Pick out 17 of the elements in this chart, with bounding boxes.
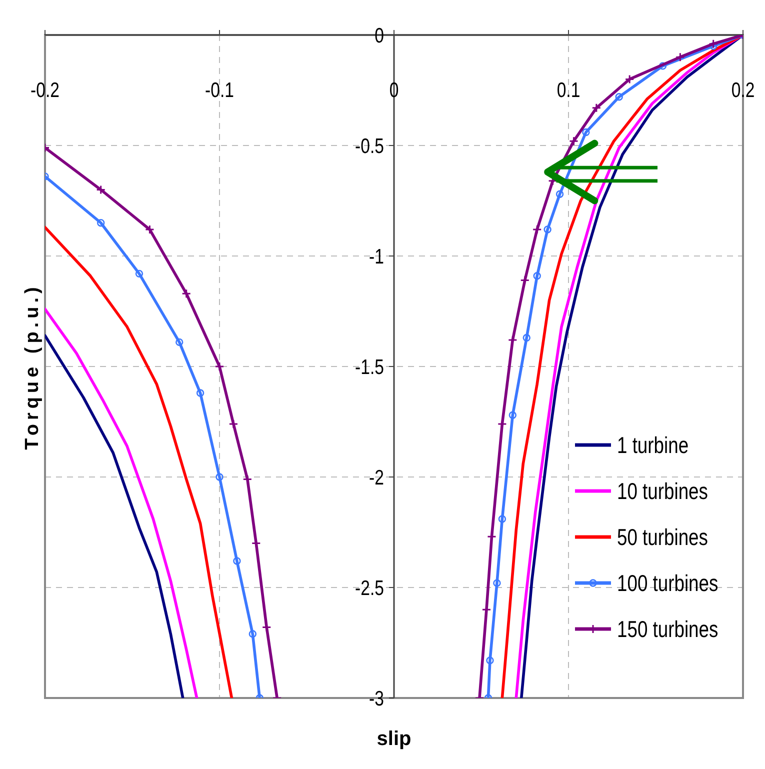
y-tick-label: -2 bbox=[369, 466, 384, 490]
y-tick-label: -0.5 bbox=[355, 135, 384, 158]
legend-label: 10 turbines bbox=[617, 479, 708, 505]
y-tick-label: -2.5 bbox=[355, 577, 384, 600]
x-axis-title: slip bbox=[376, 728, 412, 750]
legend-label: 150 turbines bbox=[617, 617, 718, 643]
x-tick-label: 0.1 bbox=[556, 79, 580, 103]
y-axis-title: Torque (p.u.) bbox=[22, 283, 43, 450]
x-tick-label: -0.1 bbox=[205, 79, 234, 103]
legend-label: 100 turbines bbox=[617, 571, 718, 597]
legend-label: 1 turbine bbox=[617, 433, 689, 459]
y-tick-label: -1 bbox=[369, 246, 384, 269]
y-tick-label: -1.5 bbox=[355, 356, 384, 380]
x-tick-label: -0.2 bbox=[30, 79, 60, 103]
legend-label: 50 turbines bbox=[617, 525, 708, 551]
y-tick-label: -3 bbox=[369, 688, 384, 711]
x-tick-label: 0.2 bbox=[731, 79, 755, 103]
